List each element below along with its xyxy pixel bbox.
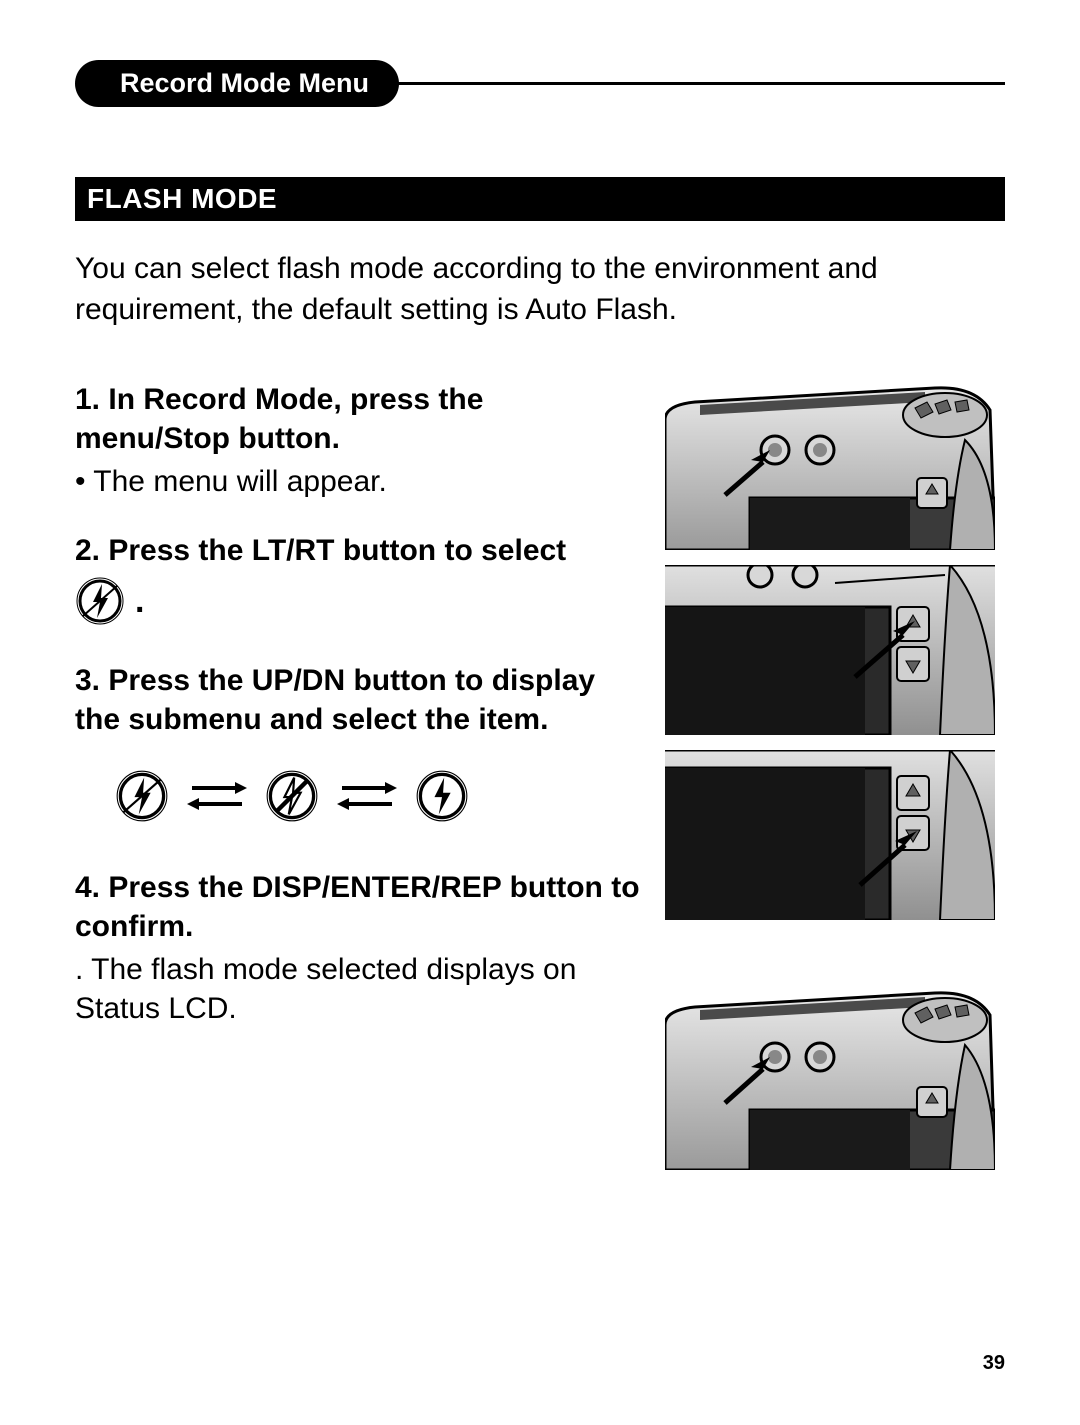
intro-text: You can select flash mode according to t… [75,249,1005,330]
flash-auto-icon [75,576,125,626]
flash-off-icon [265,769,319,823]
page-title-pill: Record Mode Menu [75,60,399,107]
page-number: 39 [983,1352,1005,1375]
step-1-title: 1. In Record Mode, press the menu/Stop b… [75,380,640,458]
instructions-column: 1. In Record Mode, press the menu/Stop b… [75,380,640,1170]
step-1: 1. In Record Mode, press the menu/Stop b… [75,380,640,501]
step-2-icon-row: . [75,576,640,626]
camera-illustration-2 [665,565,995,735]
step-1-note: • The menu will appear. [75,462,640,501]
camera-illustration-1 [665,380,995,550]
step-2-title: 2. Press the LT/RT button to select [75,531,640,570]
page-header: Record Mode Menu [75,60,1005,107]
step-4-title: 4. Press the DISP/ENTER/REP button to co… [75,868,640,946]
header-rule [395,82,1005,85]
section-heading: FLASH MODE [75,177,1005,221]
camera-illustration-4 [665,985,995,1170]
flash-on-icon [415,769,469,823]
page-title: Record Mode Menu [120,68,369,98]
step-4-note: . The flash mode selected displays on St… [75,950,640,1028]
step-2: 2. Press the LT/RT button to select . [75,531,640,626]
flash-auto-icon [115,769,169,823]
step-2-period: . [135,579,144,623]
step-4: 4. Press the DISP/ENTER/REP button to co… [75,868,640,1028]
step-3: 3. Press the UP/DN button to display the… [75,661,640,739]
cycle-arrows-icon [337,776,397,816]
flash-cycle-diagram [115,769,640,823]
content-columns: 1. In Record Mode, press the menu/Stop b… [75,380,1005,1170]
cycle-arrows-icon [187,776,247,816]
illustration-column [665,380,1005,1170]
spacer [665,935,1005,970]
section-label: FLASH MODE [87,183,277,214]
step-3-title: 3. Press the UP/DN button to display the… [75,661,640,739]
camera-illustration-3 [665,750,995,920]
